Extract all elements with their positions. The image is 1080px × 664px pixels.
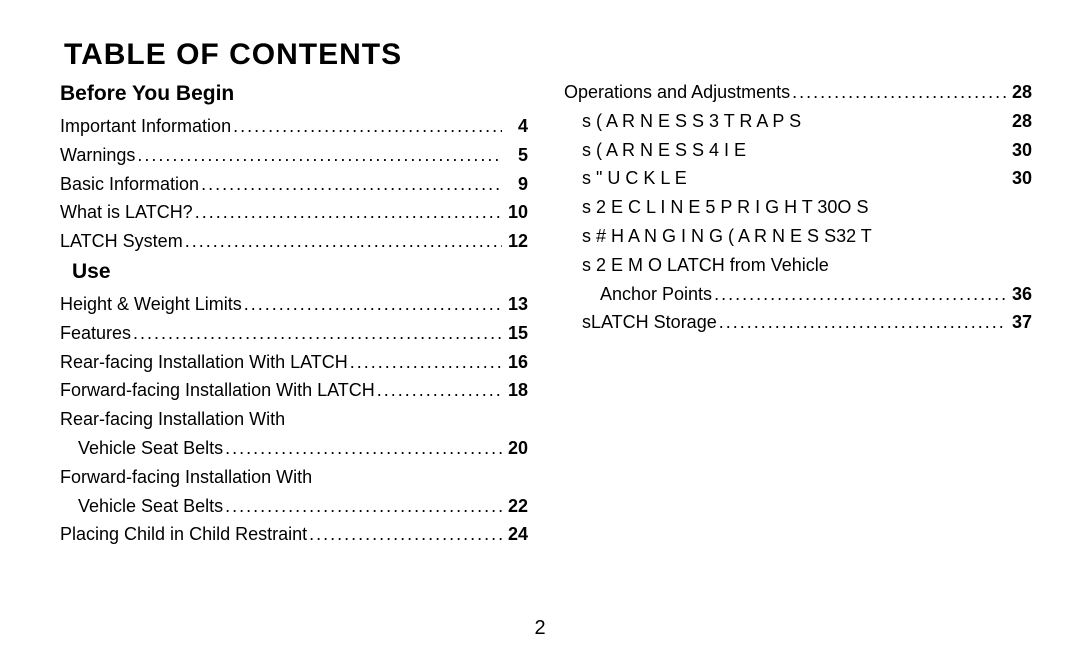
toc-entry-page: 13 [504,290,528,319]
toc-entry-page: 16 [504,348,528,377]
toc-row: s # H A N G I N G ( A R N E S S32 T [564,222,1032,251]
toc-entry-page: 9 [504,170,528,199]
toc-entry-page: 30 [1008,136,1032,165]
toc-entry-page: 30 [1008,164,1032,193]
toc-entry-label: Anchor Points [600,280,712,309]
toc-entry-page: 36 [1008,280,1032,309]
toc-leader [309,520,502,549]
toc-row: s ( A R N E S S 3 T R A P S 28 [564,107,1032,136]
toc-entry-page: 37 [1008,308,1032,337]
toc-row: s 2 E C L I N E 5 P R I G H T 30O S [564,193,1032,222]
toc-entry-label: What is LATCH? [60,198,193,227]
toc-entry-page: 24 [504,520,528,549]
toc-row: Placing Child in Child Restraint 24 [60,520,528,549]
toc-entry-label: Warnings [60,141,135,170]
toc-entry-label: Operations and Adjustments [564,78,790,107]
toc-leader [137,141,502,170]
toc-entry-label: Placing Child in Child Restraint [60,520,307,549]
toc-entry-label: Vehicle Seat Belts [78,434,223,463]
toc-entry-label: s 2 E M O LATCH from Vehicle [582,251,829,280]
toc-leader [714,280,1006,309]
toc-row: Basic Information 9 [60,170,528,199]
toc-leader [225,434,502,463]
toc-entry-page: 18 [504,376,528,405]
toc-row: s 2 E M O LATCH from Vehicle [564,251,1032,280]
toc-leader [244,290,502,319]
toc-entry-label: Features [60,319,131,348]
toc-entry-page: 5 [504,141,528,170]
toc-row: Vehicle Seat Belts 20 [60,434,528,463]
toc-leader [201,170,502,199]
toc-row: Rear-facing Installation With [60,405,528,434]
page-number: 2 [534,617,545,640]
toc-entry-label: sLATCH Storage [582,308,717,337]
toc-right-column: Operations and Adjustments28s ( A R N E … [564,78,1032,549]
toc-entry-page: 12 [504,227,528,256]
toc-entry-page: 10 [504,198,528,227]
toc-leader [350,348,502,377]
toc-row: Anchor Points 36 [564,280,1032,309]
toc-row: What is LATCH? 10 [60,198,528,227]
page: TABLE OF CONTENTS Before You Begin Import… [0,0,1080,664]
toc-row: s ( A R N E S S 4 I E 30 [564,136,1032,165]
toc-row: Forward-facing Installation With LATCH 18 [60,376,528,405]
toc-entry-label: s ( A R N E S S 4 I E [582,136,746,165]
toc-entry-page: 22 [504,492,528,521]
toc-entry-label: Forward-facing Installation With [60,463,312,492]
toc-entry-label: Rear-facing Installation With LATCH [60,348,348,377]
toc-entry-label: Rear-facing Installation With [60,405,285,434]
toc-row: s " U C K L E 30 [564,164,1032,193]
toc-entry-page: 20 [504,434,528,463]
toc-entry-label: s " U C K L E [582,164,687,193]
toc-entry-label: Forward-facing Installation With LATCH [60,376,375,405]
toc-leader [233,112,502,141]
toc-row: Rear-facing Installation With LATCH 16 [60,348,528,377]
toc-leader [225,492,502,521]
toc-leader [377,376,502,405]
toc-row: Warnings 5 [60,141,528,170]
toc-entry-page: 15 [504,319,528,348]
toc-entry-page: 4 [504,112,528,141]
toc-row: Forward-facing Installation With [60,463,528,492]
toc-columns: Before You BeginImportant Information4Wa… [60,78,1032,549]
toc-section-heading: Use [72,260,528,284]
toc-entry-label: Important Information [60,112,231,141]
toc-row: Important Information 4 [60,112,528,141]
toc-leader [185,227,502,256]
toc-entry-label: s 2 E C L I N E 5 P R I G H T 30O S [582,193,868,222]
toc-entry-page: 28 [1008,107,1032,136]
toc-entry-label: Basic Information [60,170,199,199]
toc-row: sLATCH Storage 37 [564,308,1032,337]
toc-row: Height & Weight Limits 13 [60,290,528,319]
page-title: TABLE OF CONTENTS [64,38,1032,72]
toc-entry-page: 28 [1008,78,1032,107]
toc-entry-label: s ( A R N E S S 3 T R A P S [582,107,801,136]
toc-leader [792,78,1006,107]
toc-entry-label: LATCH System [60,227,183,256]
toc-section-heading: Before You Begin [60,82,528,106]
toc-leader [719,308,1006,337]
toc-row: LATCH System 12 [60,227,528,256]
toc-row: Features 15 [60,319,528,348]
toc-row: Vehicle Seat Belts 22 [60,492,528,521]
toc-entry-label: Vehicle Seat Belts [78,492,223,521]
toc-row: Operations and Adjustments 28 [564,78,1032,107]
toc-leader [195,198,502,227]
toc-entry-label: s # H A N G I N G ( A R N E S S32 T [582,222,872,251]
toc-entry-label: Height & Weight Limits [60,290,242,319]
toc-leader [133,319,502,348]
toc-left-column: Before You BeginImportant Information4Wa… [60,78,528,549]
